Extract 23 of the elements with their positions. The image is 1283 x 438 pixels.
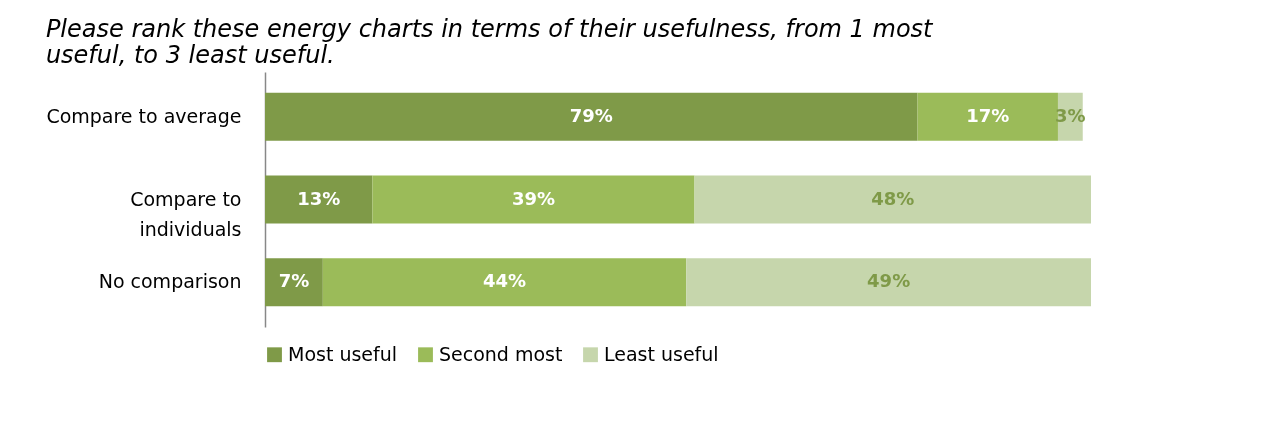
y-tick-label: Compare to individuals (130, 187, 242, 240)
legend-label: Second most (439, 342, 563, 365)
bar (694, 175, 1091, 224)
data-label: 79% (569, 104, 613, 126)
legend-label: Most useful (288, 342, 398, 365)
bar (917, 92, 1058, 141)
data-label: 17% (966, 104, 1010, 126)
data-label: 13% (297, 187, 341, 209)
bar (372, 175, 695, 224)
bar (265, 175, 373, 224)
bar (322, 258, 687, 307)
y-tick-label: No comparison (98, 270, 242, 293)
y-tick-label: Compare to average (46, 104, 242, 127)
data-label: 48% (871, 187, 915, 209)
bar (686, 258, 1091, 307)
chart-title: Please rank these energy charts in terms of their usefulness, from 1 most useful, to 3 least useful. (45, 15, 935, 69)
data-label: 44% (482, 270, 527, 292)
data-label: 39% (511, 187, 555, 209)
legend-label: Least useful (604, 342, 719, 365)
bar (265, 258, 323, 307)
data-label: 7% (278, 270, 310, 292)
bar (265, 92, 918, 141)
data-label: 49% (867, 270, 911, 292)
